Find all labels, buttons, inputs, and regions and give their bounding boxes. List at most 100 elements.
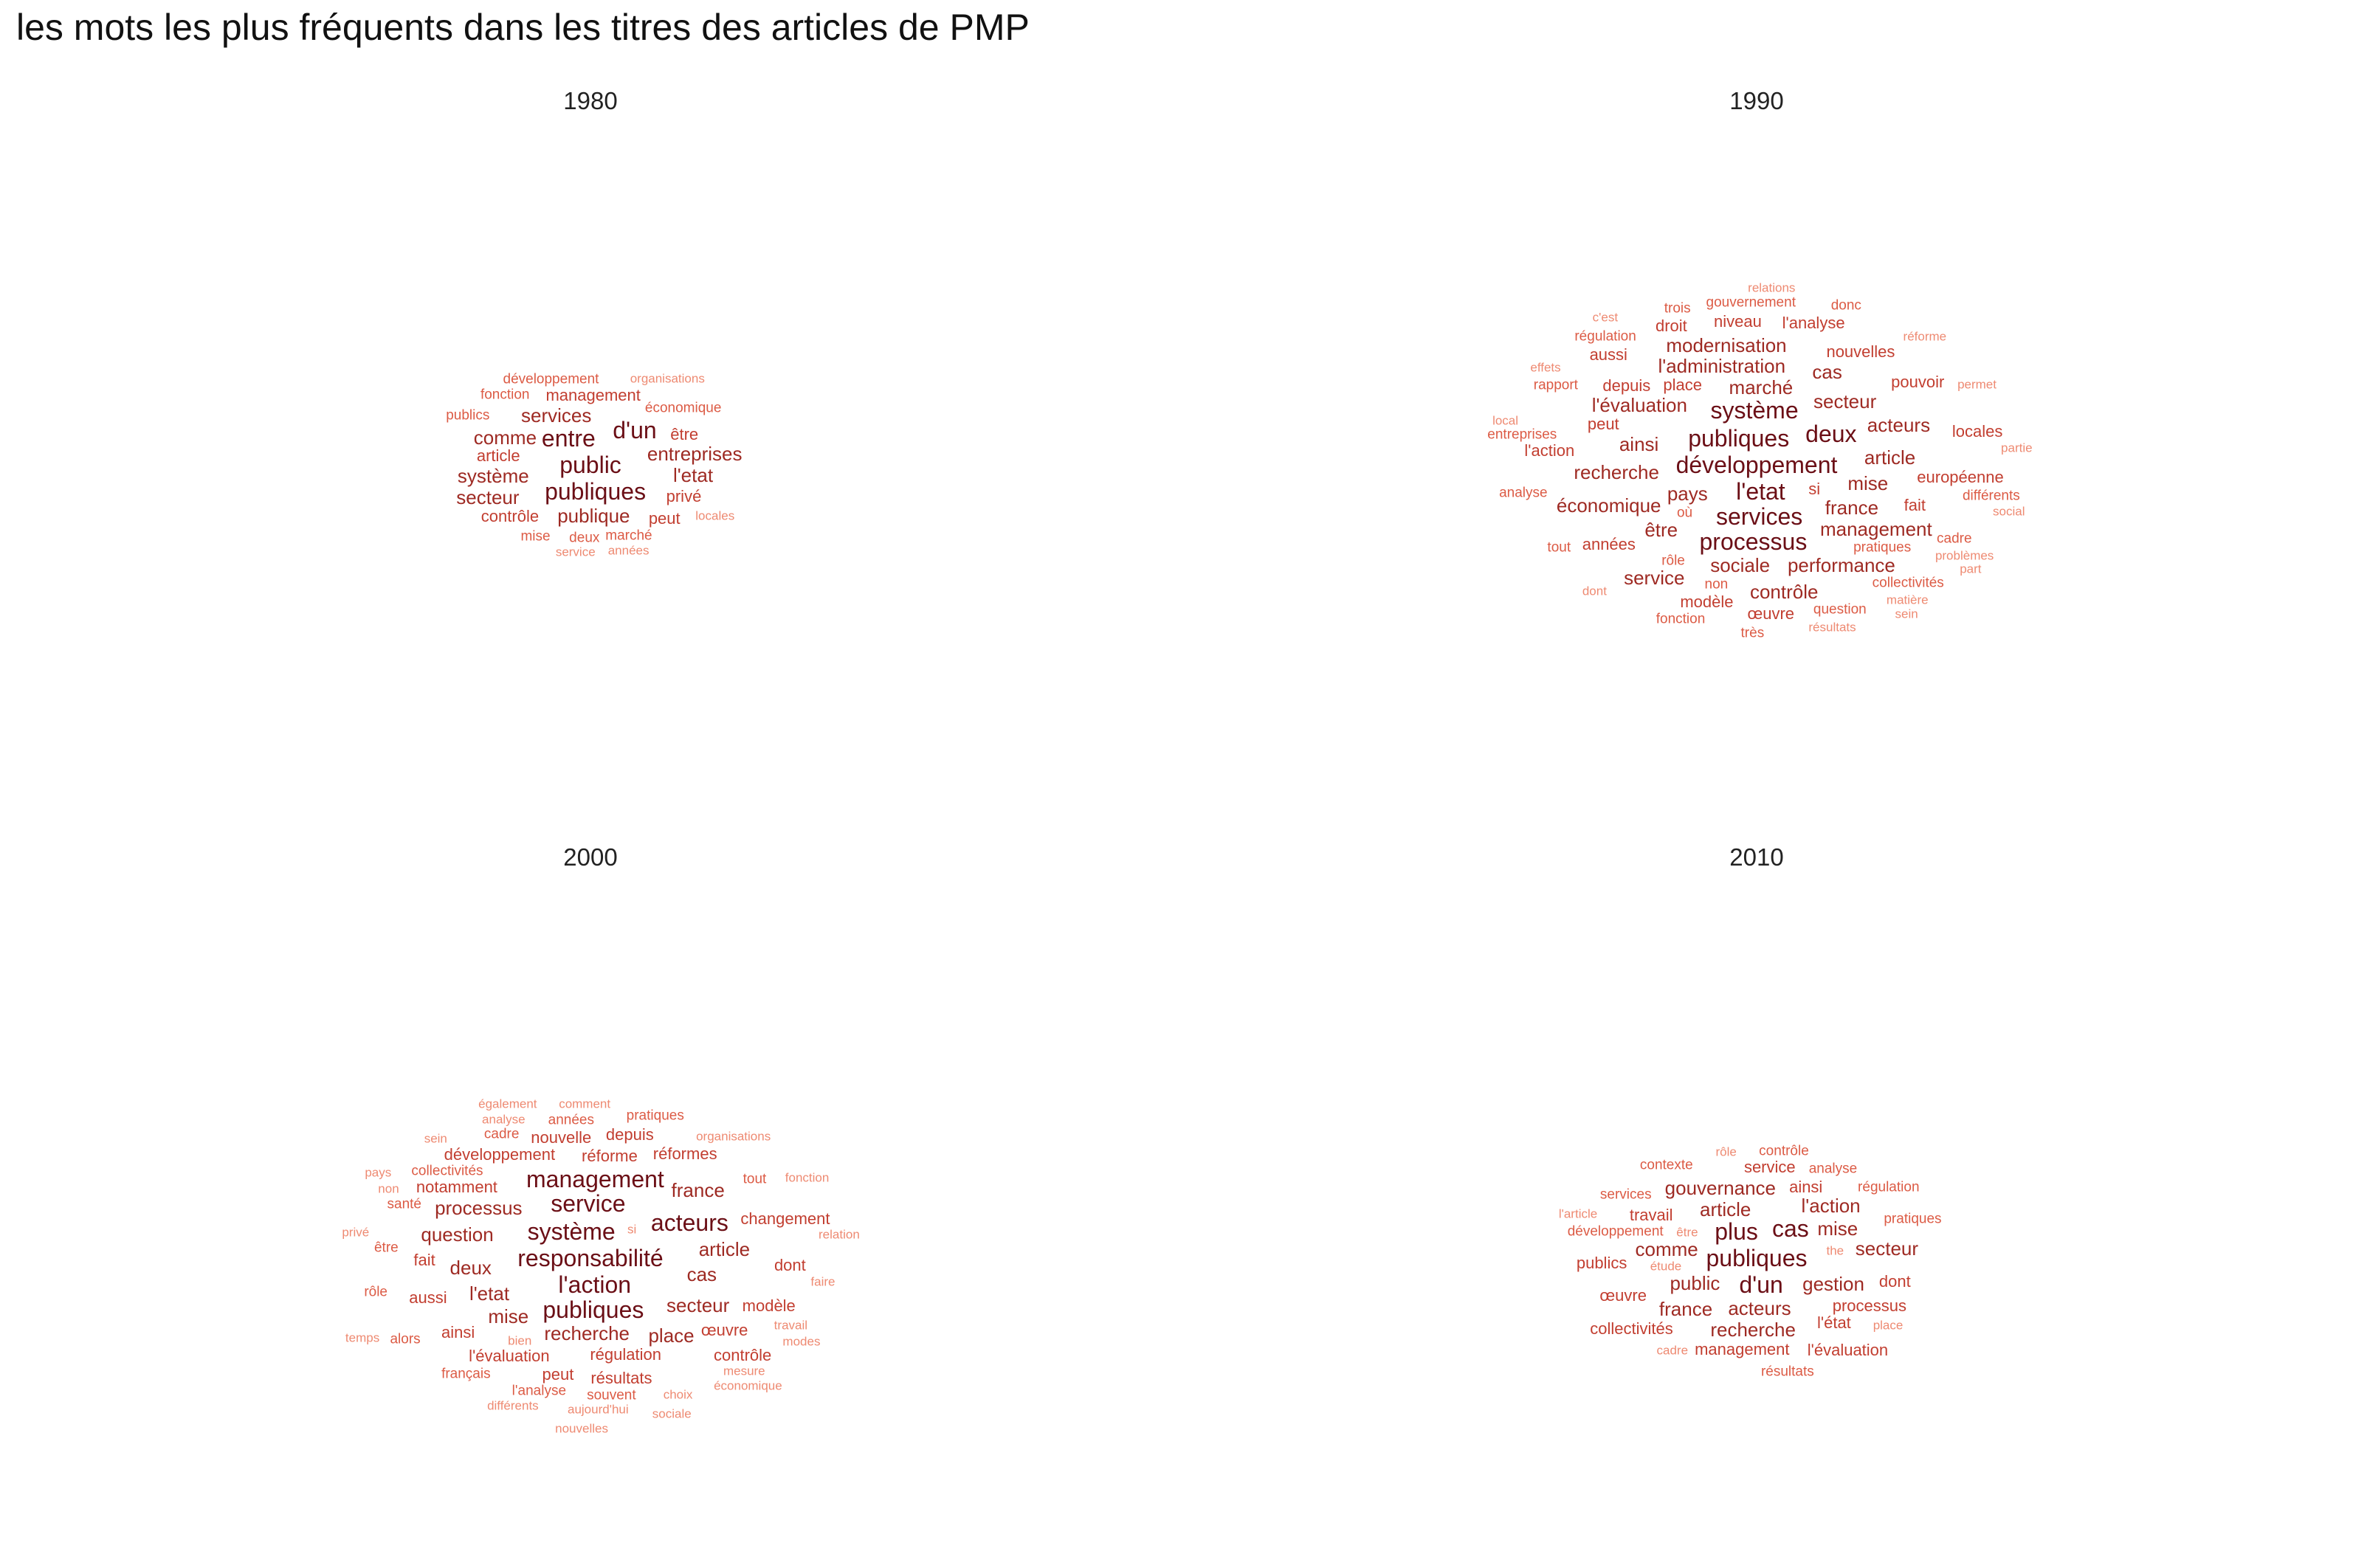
word-label: l'article — [1558, 1206, 1598, 1221]
word-label: fonction — [785, 1170, 830, 1185]
word-label: permet — [1957, 377, 1997, 392]
word-label: deux — [569, 530, 600, 546]
word-label: place — [648, 1324, 695, 1347]
panel-1990: 1990 développement l'etat publiques service… — [1255, 74, 2259, 812]
word-label: années — [548, 1112, 594, 1128]
word-label: développement — [503, 371, 599, 387]
word-label: trois — [1664, 300, 1691, 317]
word-label: publiques — [542, 1296, 644, 1324]
word-label: contrôle — [1759, 1143, 1809, 1159]
word-label: comment — [559, 1096, 611, 1111]
word-label: développement — [444, 1145, 556, 1164]
word-label: marché — [605, 528, 652, 544]
word-label: être — [1644, 519, 1678, 542]
word-label: développement — [1567, 1223, 1664, 1240]
word-label: publiques — [1688, 425, 1790, 452]
word-label: pays — [1667, 483, 1708, 505]
word-label: acteurs — [1867, 413, 1931, 436]
word-label: l'évaluation — [1807, 1340, 1889, 1359]
word-label: matière — [1886, 593, 1929, 607]
word-label: pratiques — [1884, 1211, 1942, 1227]
word-label: faire — [810, 1274, 836, 1289]
word-label: publics — [446, 407, 490, 424]
word-label: modèle — [1680, 593, 1734, 612]
word-label: économique — [644, 400, 722, 416]
word-label: cas — [1772, 1215, 1809, 1243]
word-label: nouvelle — [531, 1127, 592, 1147]
word-label: recherche — [1710, 1318, 1796, 1341]
word-label: recherche — [544, 1322, 630, 1344]
word-label: collectivités — [1590, 1319, 1673, 1338]
word-label: collectivités — [1872, 575, 1944, 591]
word-label: développement — [1675, 452, 1838, 478]
word-label: l'analyse — [511, 1383, 567, 1399]
word-label: relation — [819, 1227, 860, 1241]
word-label: relations — [1748, 280, 1796, 295]
word-label: secteur — [1813, 390, 1877, 412]
word-label: tout — [743, 1171, 767, 1187]
word-label: service — [555, 545, 596, 559]
word-label: fonction — [1656, 611, 1706, 627]
word-label: secteur — [1855, 1237, 1919, 1260]
word-label: être — [1676, 1225, 1698, 1240]
word-label: deux — [449, 1257, 492, 1279]
word-label: analyse — [482, 1112, 526, 1127]
word-label: être — [373, 1240, 399, 1256]
word-label: marché — [1729, 376, 1794, 398]
word-label: responsabilité — [517, 1245, 664, 1271]
word-label: services — [1715, 503, 1803, 531]
word-label: français — [441, 1366, 491, 1382]
word-label: article — [698, 1238, 751, 1261]
word-label: comme — [1635, 1237, 1698, 1260]
word-label: tout — [1547, 539, 1571, 556]
word-label: privé — [666, 487, 702, 506]
word-label: alors — [390, 1331, 421, 1347]
word-label: droit — [1655, 317, 1687, 336]
panel-title: 1980 — [563, 87, 618, 114]
word-label: fait — [413, 1251, 435, 1270]
word-label: service — [1624, 567, 1685, 590]
word-label: nouvelles — [1826, 342, 1895, 362]
word-label: modernisation — [1666, 334, 1787, 357]
word-label: si — [627, 1222, 637, 1237]
word-label: cas — [686, 1263, 717, 1286]
word-label: c'est — [1592, 310, 1619, 325]
word-label: gestion — [1802, 1273, 1864, 1296]
word-label: l'action — [1801, 1195, 1861, 1218]
word-label: pouvoir — [1891, 373, 1945, 392]
word-label: article — [1864, 446, 1916, 469]
word-label: sein — [424, 1131, 447, 1146]
word-label: économique — [1556, 494, 1661, 517]
word-label: aujourd'hui — [567, 1402, 629, 1417]
word-label: problèmes — [1935, 548, 1994, 563]
panel-title: 1990 — [1729, 87, 1784, 114]
word-label: sociale — [652, 1406, 692, 1421]
word-label: également — [478, 1096, 537, 1111]
word-label: réforme — [1903, 329, 1947, 344]
word-label: rôle — [1715, 1144, 1737, 1159]
word-label: peut — [648, 508, 681, 528]
word-label: d'un — [1739, 1271, 1783, 1299]
word-label: entre — [541, 425, 596, 452]
word-label: recherche — [1574, 460, 1659, 483]
word-label: contrôle — [1749, 580, 1819, 603]
word-label: l'administration — [1658, 355, 1786, 378]
word-label: place — [1873, 1318, 1904, 1333]
word-label: performance — [1787, 554, 1895, 577]
word-label: question — [421, 1223, 494, 1246]
word-label: place — [1663, 375, 1702, 394]
word-label: analyse — [1499, 485, 1548, 501]
word-label: différents — [487, 1398, 539, 1413]
word-label: modes — [782, 1334, 821, 1349]
word-label: processus — [1832, 1296, 1907, 1316]
word-label: temps — [345, 1330, 380, 1345]
word-label: résultats — [590, 1369, 652, 1388]
word-label: service — [551, 1190, 626, 1218]
word-label: mise — [488, 1305, 529, 1328]
word-label: dont — [774, 1255, 806, 1274]
word-label: management — [1695, 1340, 1790, 1359]
word-label: social — [1993, 504, 2025, 519]
word-label: rapport — [1533, 377, 1578, 393]
word-label: rôle — [1661, 553, 1685, 569]
word-label: résultats — [1808, 620, 1856, 635]
